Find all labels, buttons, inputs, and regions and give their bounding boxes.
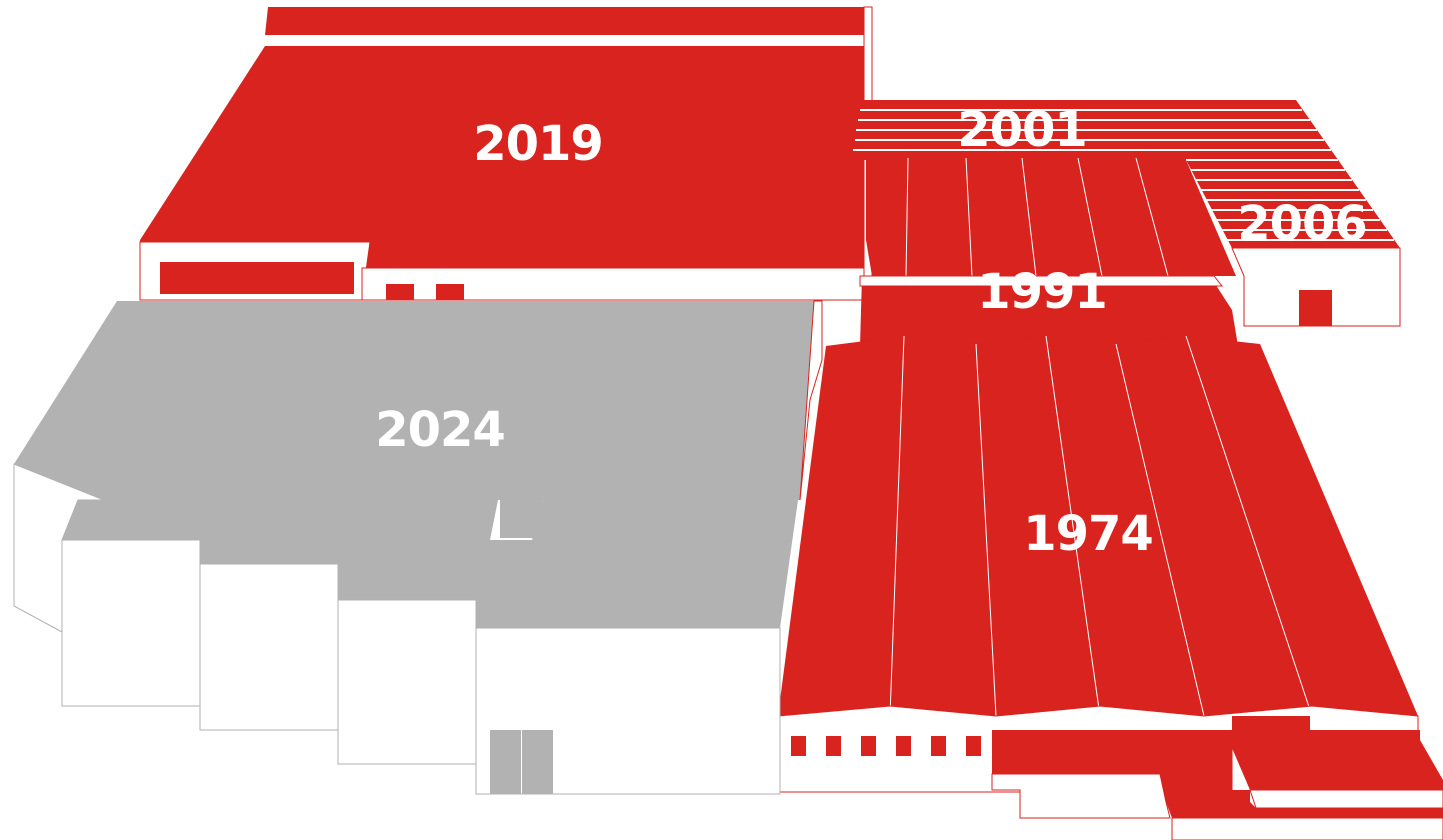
- building-1974-annex-wall-left: [991, 773, 1171, 819]
- building-2019-year-label: 2019: [473, 116, 603, 172]
- building-1991-year-label: 1991: [977, 264, 1107, 320]
- building-1974-annex-roof-right: [1232, 716, 1443, 790]
- building-2024-block-3: [337, 599, 477, 765]
- building-2006-door: [1299, 290, 1332, 326]
- building-1974-roof-ridges: [889, 335, 1313, 717]
- building-2024-side-wall: [799, 300, 823, 501]
- building-2001-year-label: 2001: [957, 102, 1087, 158]
- building-1974-roof: [778, 336, 1418, 716]
- building-2019-roof: [140, 46, 864, 268]
- building-2024: [13, 300, 823, 795]
- building-1974-annex-wall-bottom: [1171, 817, 1443, 840]
- building-2024-year-label: 2024: [375, 402, 505, 458]
- building-2024-block-2: [199, 563, 339, 731]
- building-1974-annex-roof-bottom: [1166, 802, 1443, 818]
- building-2019-door-1: [386, 284, 414, 300]
- building-1974-annex-roof-left: [992, 730, 1250, 802]
- building-1991-roof: [860, 276, 1238, 346]
- building-2001-roof-stripes: [853, 109, 1394, 241]
- building-2019-roof-strip: [265, 7, 872, 35]
- building-1974: [777, 335, 1443, 840]
- building-2019-door-2: [436, 284, 464, 300]
- building-2006: [1231, 247, 1401, 327]
- building-2001: [850, 100, 1400, 277]
- building-2001-sawtooth-roof: [866, 160, 1236, 276]
- building-1974-windows: [791, 736, 981, 756]
- building-1974-year-label: 1974: [1023, 506, 1153, 562]
- building-1974-annex-wall-right: [1249, 789, 1443, 809]
- building-2024-block-1: [61, 539, 201, 707]
- building-2006-year-label: 2006: [1237, 196, 1367, 252]
- building-2024-door-left: [490, 730, 521, 794]
- building-2024-block-4: [475, 627, 781, 795]
- building-2024-door-right: [522, 730, 553, 794]
- building-2024-roof-lower: [62, 500, 798, 628]
- building-2024-roof-upper: [14, 301, 814, 538]
- building-2001-sawtooth-lines: [905, 157, 1169, 277]
- building-1991-gap-wall: [859, 275, 1224, 287]
- building-2019-window-band: [160, 262, 354, 294]
- building-2019: [139, 6, 873, 301]
- building-1991: [859, 275, 1238, 346]
